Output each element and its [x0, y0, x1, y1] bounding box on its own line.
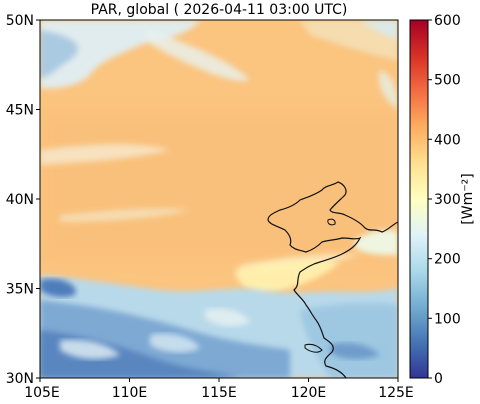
y-tick-label: 30N — [6, 371, 34, 387]
eastern-bright-patch — [235, 230, 398, 295]
coastline-island — [327, 218, 336, 226]
y-tick-label: 40N — [6, 192, 34, 208]
southern-clouds — [40, 275, 398, 378]
colorbar-tick-label: 500 — [434, 73, 461, 89]
y-axis: 50N 45N 40N 35N 30N — [6, 13, 40, 387]
x-tick-label: 115E — [201, 385, 237, 401]
colorbar-tick-label: 0 — [434, 371, 443, 387]
colorbar-tick-label: 100 — [434, 311, 461, 327]
x-tick-label: 105E — [24, 385, 60, 401]
colorbar-label: [Wm⁻²] — [460, 173, 476, 224]
y-tick-label: 35N — [6, 282, 34, 298]
map-panel — [40, 20, 398, 378]
x-tick-label: 110E — [112, 385, 148, 401]
coastline-south — [304, 343, 323, 353]
x-tick-label: 125E — [378, 385, 414, 401]
x-axis: 105E 110E 115E 120E 125E — [24, 378, 414, 401]
colorbar-tick-label: 300 — [434, 192, 461, 208]
colorbar-gradient — [409, 19, 429, 379]
y-tick-label: 50N — [6, 13, 34, 29]
colorbar-tick-label: 200 — [434, 252, 461, 268]
northern-clouds — [40, 20, 398, 110]
x-tick-label: 120E — [291, 385, 327, 401]
warm-band — [40, 110, 398, 260]
colorbar-tick-label: 600 — [434, 13, 461, 29]
coastline — [267, 181, 398, 378]
colorbar-tick-label: 400 — [434, 132, 461, 148]
colorbar: 600 500 400 300 200 100 0 [Wm⁻²] — [409, 13, 476, 387]
y-tick-label: 45N — [6, 103, 34, 119]
map-title: PAR, global ( 2026-04-11 03:00 UTC) — [91, 2, 348, 18]
